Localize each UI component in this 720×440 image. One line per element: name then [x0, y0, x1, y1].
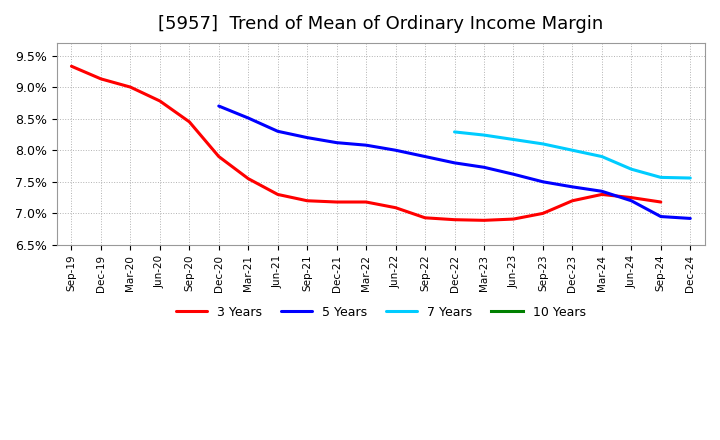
7 Years	[450, 129, 459, 135]
3 Years	[185, 119, 194, 125]
3 Years	[627, 195, 636, 200]
7 Years	[539, 141, 547, 147]
Line: 5 Years: 5 Years	[219, 106, 690, 218]
3 Years	[67, 64, 76, 69]
3 Years	[303, 198, 312, 203]
3 Years	[509, 216, 518, 222]
3 Years	[156, 99, 164, 104]
5 Years	[450, 160, 459, 165]
5 Years	[598, 189, 606, 194]
3 Years	[539, 211, 547, 216]
5 Years	[509, 172, 518, 177]
5 Years	[333, 140, 341, 145]
7 Years	[568, 147, 577, 153]
Legend: 3 Years, 5 Years, 7 Years, 10 Years: 3 Years, 5 Years, 7 Years, 10 Years	[171, 301, 590, 323]
5 Years	[539, 179, 547, 184]
3 Years	[568, 198, 577, 203]
3 Years	[126, 84, 135, 90]
3 Years	[333, 199, 341, 205]
7 Years	[598, 154, 606, 159]
Line: 3 Years: 3 Years	[71, 66, 661, 220]
5 Years	[215, 103, 223, 109]
Title: [5957]  Trend of Mean of Ordinary Income Margin: [5957] Trend of Mean of Ordinary Income …	[158, 15, 603, 33]
7 Years	[657, 175, 665, 180]
7 Years	[480, 132, 488, 138]
3 Years	[450, 217, 459, 222]
7 Years	[686, 176, 695, 181]
3 Years	[362, 199, 371, 205]
3 Years	[480, 218, 488, 223]
5 Years	[686, 216, 695, 221]
3 Years	[96, 76, 105, 81]
5 Years	[391, 147, 400, 153]
3 Years	[598, 192, 606, 197]
7 Years	[627, 166, 636, 172]
5 Years	[480, 165, 488, 170]
3 Years	[215, 154, 223, 159]
5 Years	[362, 143, 371, 148]
Line: 7 Years: 7 Years	[454, 132, 690, 178]
3 Years	[657, 199, 665, 205]
3 Years	[420, 215, 429, 220]
5 Years	[244, 115, 253, 121]
3 Years	[274, 192, 282, 197]
5 Years	[568, 184, 577, 190]
7 Years	[509, 137, 518, 142]
5 Years	[657, 214, 665, 219]
5 Years	[303, 135, 312, 140]
3 Years	[391, 205, 400, 210]
5 Years	[627, 198, 636, 203]
5 Years	[420, 154, 429, 159]
5 Years	[274, 128, 282, 134]
3 Years	[244, 176, 253, 181]
